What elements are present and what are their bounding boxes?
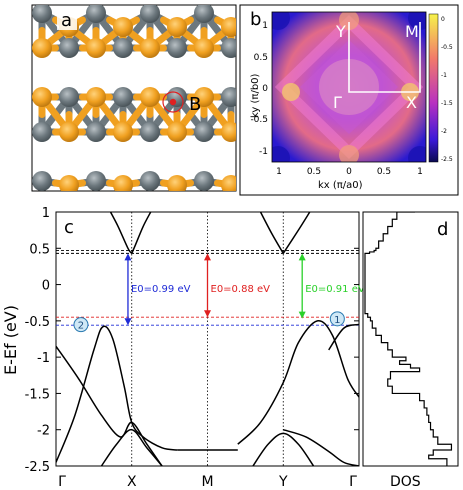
colorbar-tick: -0.5	[441, 44, 453, 51]
markers: 21	[73, 311, 345, 333]
bz-x-ticks: 1 0.5 0 0.5 1	[276, 167, 423, 177]
valence-band	[328, 323, 359, 351]
panel-b-label: b	[250, 9, 261, 30]
panel-d-label: d	[437, 219, 448, 240]
bz-ylabel: ky (π/b0)	[250, 73, 261, 118]
bz-y-tick: 1	[262, 21, 268, 31]
gap-arrowhead-down	[204, 310, 211, 318]
marker-label: 1	[334, 315, 340, 326]
colorbar-tick: -1.5	[441, 100, 453, 107]
panel-d-frame	[362, 211, 459, 467]
colorbar-ticks: 0 -0.5 -1 -1.5 -2 -2.5	[441, 16, 453, 163]
panel-b: Y M Γ X b 1 0.5 0 -0.5 -1 1 0.5 0 0.5 1 ky (π/b0…	[239, 4, 459, 196]
colorbar-tick: -1	[441, 72, 447, 79]
conduction-band	[109, 212, 133, 254]
bz-point-m: M	[405, 22, 419, 41]
bands	[56, 212, 359, 466]
panel-c-label-bg	[60, 216, 80, 238]
gap-label: E0=0.91 eV	[305, 284, 365, 295]
site-dot	[169, 98, 177, 106]
gap-label: E0=0.99 eV	[131, 284, 191, 295]
bz-path	[348, 22, 421, 93]
colorbar-tick: -2.5	[441, 156, 453, 163]
gap-arrowhead-down	[298, 311, 306, 319]
marker-circle	[329, 311, 345, 327]
k-path-label: Γ	[349, 474, 357, 490]
dos-curve	[364, 212, 453, 466]
bz-y-tick: -0.5	[250, 115, 268, 125]
y-tick-label: 0.5	[29, 242, 50, 257]
marker-circle	[73, 317, 89, 333]
gap-arrowhead-up	[204, 253, 211, 261]
valence-band	[56, 325, 178, 463]
panel-a-label-bg	[57, 8, 77, 30]
valence-band	[56, 345, 163, 466]
k-path-label: Y	[278, 474, 288, 490]
panel-c-label: c	[64, 217, 74, 238]
k-path-label: X	[127, 474, 137, 490]
bz-x-tick: 0.5	[377, 167, 391, 177]
panel-d-label-bg	[433, 216, 453, 238]
bz-y-tick: 0	[262, 84, 268, 94]
site-label: B	[189, 94, 201, 115]
y-tick-label: -1	[37, 351, 50, 366]
bz-x-tick: 1	[417, 167, 423, 177]
valence-band	[237, 319, 359, 445]
conduction-band	[131, 212, 152, 254]
site-ring	[162, 91, 184, 113]
y-tick-label: -2	[37, 424, 50, 439]
colorbar-tick: 0	[441, 16, 445, 23]
band-y-ticks: 1 0.5 0 -0.5 -1 -1.5 -2 -2.5	[25, 206, 359, 475]
crystal-lattice	[32, 5, 236, 191]
k-path-label: M	[201, 474, 213, 490]
bz-x-tick: 0	[346, 167, 352, 177]
colorbar-tick: -2	[441, 128, 447, 135]
marker-label: 2	[78, 321, 84, 332]
panel-b-label-bg	[248, 7, 266, 29]
gap-arrowhead-up	[298, 253, 306, 261]
panel-c: E0=0.99 eV E0=0.88 eV E0=0.91 eV 21 10.50-…	[1, 206, 365, 490]
bz-y-tick: 0.5	[254, 53, 268, 63]
bz-y-ticks: 1 0.5 0 -0.5 -1	[250, 21, 268, 157]
conduction-band	[282, 212, 311, 254]
bz-point-gamma: Γ	[333, 93, 342, 112]
bz-xlabel: kx (π/a0)	[318, 180, 363, 191]
y-tick-label: 0	[42, 279, 50, 294]
bz-x-tick: 0.5	[307, 167, 321, 177]
gap-arrows: E0=0.99 eV E0=0.88 eV E0=0.91 eV	[124, 253, 365, 326]
band-ylabel: E-Ef (eV)	[1, 305, 20, 375]
bz-x-tick: 1	[276, 167, 282, 177]
y-tick-label: -1.5	[25, 387, 50, 402]
panel-d: d DOS	[362, 211, 459, 490]
y-tick-label: 1	[42, 206, 50, 221]
conduction-band	[259, 212, 284, 254]
panel-a: B a	[31, 4, 237, 192]
valence-band	[100, 428, 163, 466]
valence-band	[283, 428, 359, 466]
colorbar	[428, 13, 439, 163]
bz-point-x: X	[406, 93, 417, 112]
bz-y-tick: -1	[259, 147, 268, 157]
y-tick-label: -2.5	[25, 460, 50, 475]
bz-point-y: Y	[335, 22, 346, 41]
panel-a-label: a	[61, 10, 72, 31]
gap-arrowhead-down	[124, 318, 132, 326]
gap-arrowhead-up	[124, 253, 132, 261]
valence-band	[252, 432, 315, 466]
k-path-label: Γ	[58, 474, 66, 490]
gap-label: E0=0.88 eV	[211, 284, 271, 295]
dos-xlabel: DOS	[390, 474, 421, 490]
y-tick-label: -0.5	[25, 315, 50, 330]
